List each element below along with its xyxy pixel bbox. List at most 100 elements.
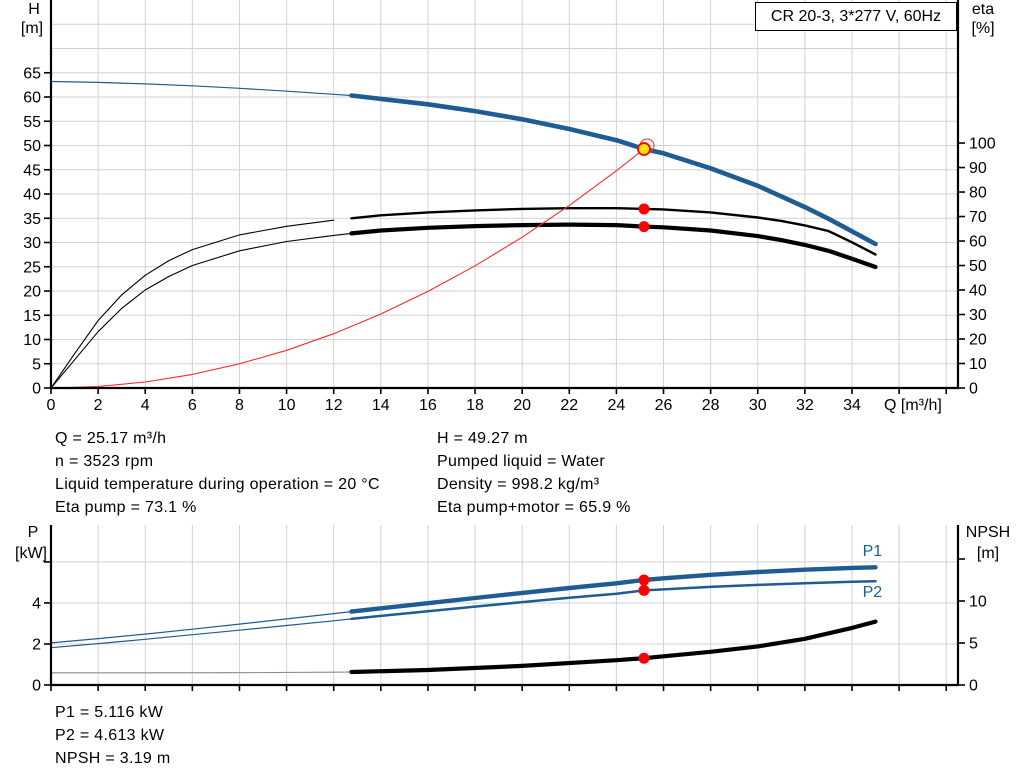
right-axis-title: eta: [972, 1, 994, 18]
tick-marks: [44, 71, 965, 394]
info-npsh: NPSH = 3.19 m: [55, 750, 171, 767]
axis-tick-label: 35: [23, 211, 41, 228]
axis-tick-label: 50: [23, 138, 41, 155]
head-curve: [50, 80, 352, 97]
left-axis-title: P: [28, 524, 39, 541]
axis-tick-label: 32: [796, 397, 814, 414]
axis-tick-label: 60: [23, 90, 41, 107]
axis-tick-label: 26: [655, 397, 673, 414]
axis-tick-label: 80: [969, 185, 987, 202]
eta-pump-motor-curve: [50, 232, 352, 389]
axis-tick-label: 10: [278, 397, 296, 414]
left-axis-title: [kW]: [15, 545, 47, 562]
axis-tick-label: 4: [32, 595, 41, 612]
power-npsh-chart: 0 2 4 0 5 10 P [kW] NPSH [m] P1 P2: [15, 524, 1010, 695]
info-speed: n = 3523 rpm: [55, 453, 154, 470]
p2-curve: [350, 579, 877, 621]
axis-tick-label: 65: [23, 65, 41, 82]
axis-tick-label: 0: [969, 678, 978, 695]
axis-tick-label: 22: [560, 397, 578, 414]
axis-tick-label: 70: [969, 209, 987, 226]
p1-curve: [50, 610, 352, 644]
npsh-point: [638, 652, 650, 664]
axis-tick-label: 40: [23, 187, 41, 204]
axis-tick-label: 0: [32, 678, 41, 695]
info-eta-pump: Eta pump = 73.1 %: [55, 499, 197, 516]
eta-pump-point: [638, 203, 650, 215]
axis-tick-label: 2: [94, 397, 103, 414]
axis-tick-label: 16: [419, 397, 437, 414]
axes: [49, 525, 960, 687]
p2-point: [638, 584, 650, 596]
info-flow: Q = 25.17 m³/h: [55, 430, 167, 447]
axis-tick-label: 28: [702, 397, 720, 414]
head-eta-chart: 0 2 4 6 8 10 12 14 16 18 20 22 24 26 28 30 32 34051015202…: [21, 0, 996, 414]
system-curve: [50, 148, 645, 389]
eta-pump-motor-curve: [349, 222, 878, 270]
axis-tick-label: 100: [969, 136, 996, 153]
info-head: H = 49.27 m: [437, 430, 528, 447]
eta-pump-curve: [350, 206, 877, 256]
axis-tick-label: 20: [969, 332, 987, 349]
eta-pump-motor-point: [638, 221, 650, 233]
axis-tick-label: 0: [969, 381, 978, 398]
axis-tick-label: 18: [466, 397, 484, 414]
axis-tick-label: 24: [608, 397, 626, 414]
axis-tick-label: 20: [23, 284, 41, 301]
axis-tick-label: 10: [969, 594, 987, 611]
axis-tick-label: 50: [969, 258, 987, 275]
info-liquid-temperature: Liquid temperature during operation = 20…: [55, 476, 380, 493]
p1-point: [638, 574, 650, 586]
series-label-p2: P2: [863, 584, 883, 601]
axis-tick-label: 34: [843, 397, 861, 414]
axis-tick-label: 2: [32, 636, 41, 653]
axis-tick-label: 25: [23, 259, 41, 276]
npsh-curve: [349, 619, 878, 675]
axis-tick-label: 45: [23, 162, 41, 179]
duty-info-right: H = 49.27 m Pumped liquid = Water Densit…: [437, 427, 631, 519]
axis-tick-label: 90: [969, 160, 987, 177]
power-info: P1 = 5.116 kW P2 = 4.613 kW NPSH = 3.19 …: [55, 701, 171, 770]
pump-model-title: CR 20-3, 3*277 V, 60Hz: [755, 2, 957, 31]
info-eta-pump-motor: Eta pump+motor = 65.9 %: [437, 499, 631, 516]
axis-tick-label: 4: [141, 397, 150, 414]
axis-tick-label: 10: [23, 332, 41, 349]
right-axis-title: [m]: [977, 545, 999, 562]
axis-tick-label: 40: [969, 283, 987, 300]
eta-pump-curve: [50, 219, 335, 389]
tick-marks: [44, 558, 965, 691]
axis-tick-label: 20: [513, 397, 531, 414]
gridlines: [51, 0, 958, 388]
left-axis-title: [m]: [21, 20, 43, 37]
axis-tick-label: 5: [969, 636, 978, 653]
duty-point: [637, 142, 651, 156]
info-density: Density = 998.2 kg/m³: [437, 476, 600, 493]
axis-tick-label: 0: [32, 381, 41, 398]
axis-tick-label: 6: [188, 397, 197, 414]
axis-tick-label: 5: [32, 356, 41, 373]
axis-tick-label: 30: [969, 307, 987, 324]
p1-curve: [349, 565, 878, 614]
duty-info-left: Q = 25.17 m³/h n = 3523 rpm Liquid tempe…: [55, 427, 380, 519]
axis-tick-label: 55: [23, 114, 41, 131]
axis-tick-label: 8: [235, 397, 244, 414]
axis-tick-label: 60: [969, 234, 987, 251]
axis-tick-label: 15: [23, 308, 41, 325]
axis-tick-label: 30: [23, 235, 41, 252]
info-pumped-liquid: Pumped liquid = Water: [437, 453, 606, 470]
p2-curve: [50, 618, 352, 649]
x-axis-title: Q [m³/h]: [884, 397, 942, 414]
axis-tick-label: 0: [47, 397, 56, 414]
axis-tick-label: 12: [325, 397, 343, 414]
npsh-curve: [50, 671, 352, 674]
info-p1: P1 = 5.116 kW: [55, 704, 164, 721]
left-axis-title: H: [28, 1, 40, 18]
right-axis-title: [%]: [971, 20, 994, 37]
right-axis-title: NPSH: [966, 524, 1010, 541]
series-label-p1: P1: [863, 543, 883, 560]
axis-tick-label: 10: [969, 356, 987, 373]
axis-tick-label: 14: [372, 397, 390, 414]
axis-tick-label: 30: [749, 397, 767, 414]
